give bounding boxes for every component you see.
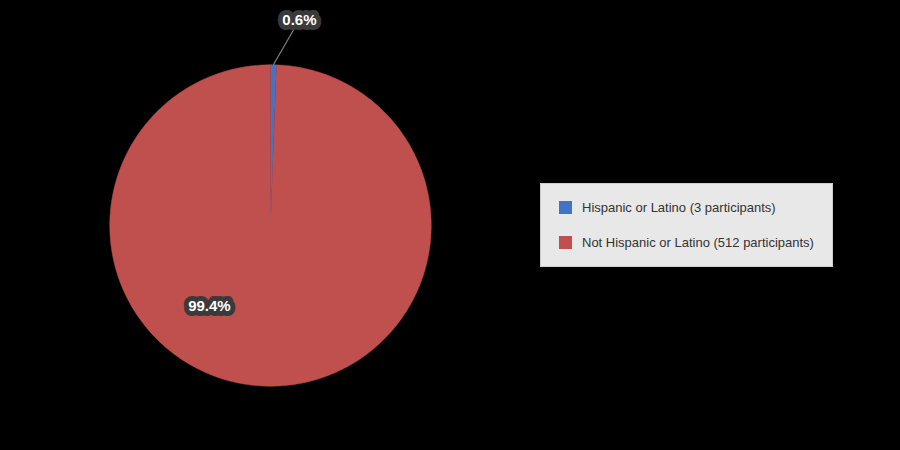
svg-text:99.4%: 99.4% (188, 297, 231, 314)
svg-text:0.6%: 0.6% (282, 11, 316, 28)
html-text:Hispanic or Latino (3 particip: Hispanic or Latino (3 participants) (582, 200, 776, 215)
html-text:Not Hispanic or Latino (512 pa: Not Hispanic or Latino (512 participants… (582, 235, 814, 250)
